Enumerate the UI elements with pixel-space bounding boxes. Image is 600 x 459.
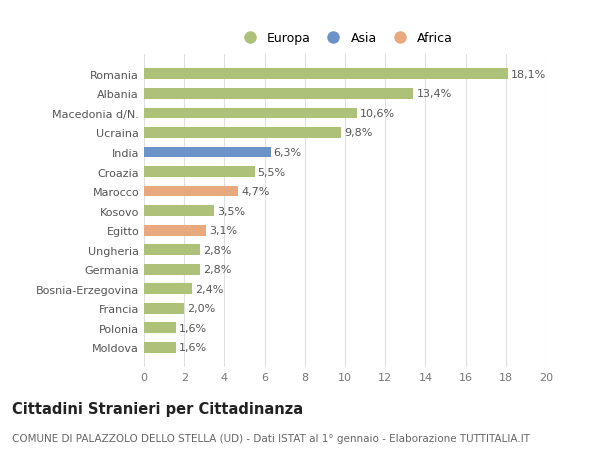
Bar <box>144 167 254 178</box>
Text: 9,8%: 9,8% <box>344 128 373 138</box>
Text: 10,6%: 10,6% <box>360 109 395 118</box>
Text: 4,7%: 4,7% <box>241 187 270 196</box>
Text: 6,3%: 6,3% <box>274 148 302 157</box>
Text: 2,8%: 2,8% <box>203 245 232 255</box>
Bar <box>144 245 200 256</box>
Bar <box>144 342 176 353</box>
Bar <box>144 323 176 334</box>
Text: COMUNE DI PALAZZOLO DELLO STELLA (UD) - Dati ISTAT al 1° gennaio - Elaborazione : COMUNE DI PALAZZOLO DELLO STELLA (UD) - … <box>12 433 530 442</box>
Text: 1,6%: 1,6% <box>179 343 208 353</box>
Legend: Europa, Asia, Africa: Europa, Asia, Africa <box>232 27 458 50</box>
Text: 13,4%: 13,4% <box>416 89 452 99</box>
Text: 2,8%: 2,8% <box>203 265 232 274</box>
Text: Cittadini Stranieri per Cittadinanza: Cittadini Stranieri per Cittadinanza <box>12 401 303 416</box>
Bar <box>144 284 192 295</box>
Bar <box>144 206 214 217</box>
Bar <box>144 128 341 139</box>
Text: 5,5%: 5,5% <box>257 167 286 177</box>
Bar <box>144 147 271 158</box>
Bar <box>144 186 238 197</box>
Text: 3,5%: 3,5% <box>217 206 245 216</box>
Bar <box>144 264 200 275</box>
Text: 18,1%: 18,1% <box>511 70 546 79</box>
Bar <box>144 225 206 236</box>
Bar <box>144 303 184 314</box>
Bar <box>144 108 357 119</box>
Bar <box>144 69 508 80</box>
Text: 2,4%: 2,4% <box>195 284 224 294</box>
Text: 3,1%: 3,1% <box>209 226 238 235</box>
Text: 2,0%: 2,0% <box>187 304 215 313</box>
Text: 1,6%: 1,6% <box>179 323 208 333</box>
Bar <box>144 89 413 100</box>
